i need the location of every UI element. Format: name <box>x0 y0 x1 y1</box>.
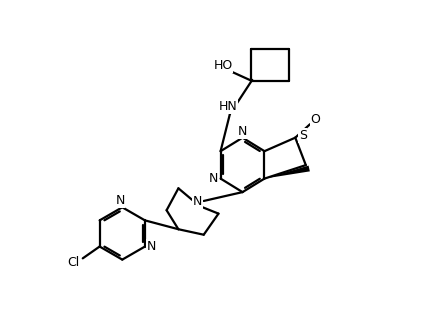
Text: Cl: Cl <box>67 256 80 269</box>
Text: N: N <box>147 240 156 253</box>
Text: N: N <box>238 125 247 138</box>
Text: HO: HO <box>213 59 233 72</box>
Text: N: N <box>193 195 202 208</box>
Text: N: N <box>115 194 125 207</box>
Text: HN: HN <box>219 100 237 113</box>
Text: N: N <box>208 172 218 185</box>
Text: O: O <box>310 113 320 126</box>
Polygon shape <box>265 166 310 179</box>
Text: S: S <box>299 129 307 142</box>
